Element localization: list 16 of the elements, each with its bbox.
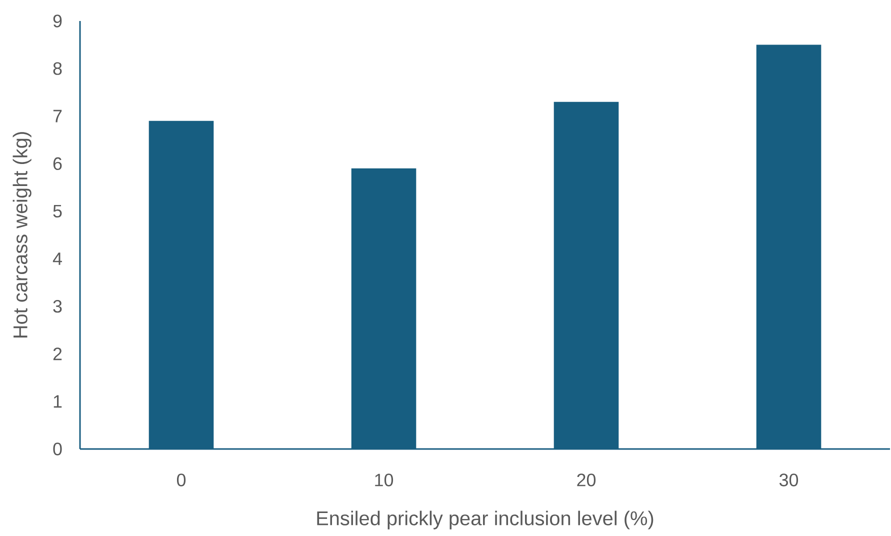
- y-tick-label: 5: [53, 204, 62, 218]
- x-tick-label: 30: [779, 474, 798, 486]
- y-tick-label: 4: [52, 252, 62, 265]
- y-tick-label: 6: [53, 157, 62, 170]
- x-tick-label: 10: [375, 474, 394, 486]
- x-tick-label: 0: [176, 474, 186, 486]
- y-tick-label: 1: [54, 395, 62, 408]
- y-axis-title: Hot carcass weight (kg): [12, 132, 32, 338]
- x-tick-label: 20: [577, 474, 596, 486]
- y-tick-label: 0: [53, 442, 62, 456]
- y-tick-label: 3: [53, 300, 62, 313]
- y-tick-label: 7: [53, 110, 62, 122]
- y-tick-label: 9: [53, 14, 62, 28]
- x-axis-title: Ensiled prickly pear inclusion level (%): [317, 510, 654, 530]
- y-tick-label: 2: [53, 348, 62, 360]
- y-tick-label: 8: [53, 62, 62, 75]
